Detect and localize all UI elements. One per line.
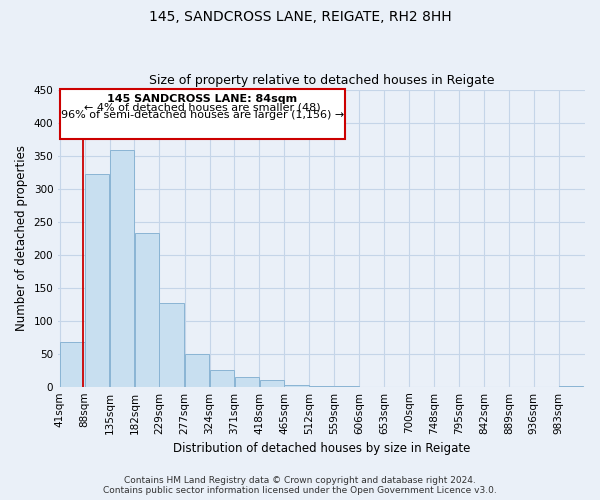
Text: ← 4% of detached houses are smaller (48): ← 4% of detached houses are smaller (48) bbox=[84, 102, 321, 112]
Bar bbox=[110, 150, 134, 386]
Bar bbox=[235, 377, 259, 386]
FancyBboxPatch shape bbox=[60, 89, 345, 139]
Bar bbox=[284, 384, 309, 386]
Bar bbox=[85, 174, 109, 386]
Text: 145, SANDCROSS LANE, REIGATE, RH2 8HH: 145, SANDCROSS LANE, REIGATE, RH2 8HH bbox=[149, 10, 451, 24]
Bar bbox=[260, 380, 284, 386]
Bar bbox=[210, 370, 235, 386]
Bar bbox=[160, 303, 184, 386]
Y-axis label: Number of detached properties: Number of detached properties bbox=[15, 145, 28, 331]
Text: 96% of semi-detached houses are larger (1,156) →: 96% of semi-detached houses are larger (… bbox=[61, 110, 344, 120]
Text: Contains HM Land Registry data © Crown copyright and database right 2024.
Contai: Contains HM Land Registry data © Crown c… bbox=[103, 476, 497, 495]
Text: 145 SANDCROSS LANE: 84sqm: 145 SANDCROSS LANE: 84sqm bbox=[107, 94, 298, 104]
Bar bbox=[134, 233, 159, 386]
Bar bbox=[185, 354, 209, 386]
Title: Size of property relative to detached houses in Reigate: Size of property relative to detached ho… bbox=[149, 74, 494, 87]
Bar bbox=[60, 342, 85, 386]
X-axis label: Distribution of detached houses by size in Reigate: Distribution of detached houses by size … bbox=[173, 442, 470, 455]
